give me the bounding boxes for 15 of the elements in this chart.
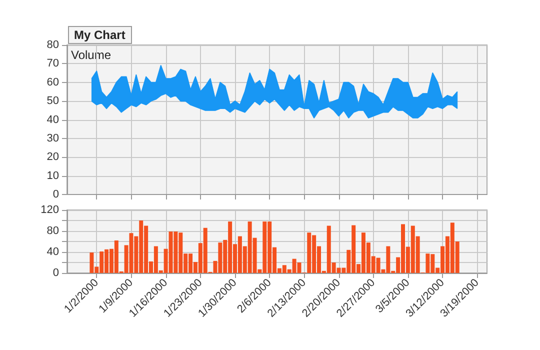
y-tick-label: 10 (46, 170, 59, 182)
y-tick-label: 80 (46, 225, 59, 237)
y-tick-label: 80 (46, 39, 59, 51)
chart-title: My Chart (74, 28, 126, 42)
y-tick-label: 30 (46, 132, 59, 144)
y-tick-label: 0 (52, 267, 59, 279)
annotation: Volume (71, 48, 112, 62)
y-tick-label: 40 (46, 114, 59, 126)
y-tick-label: 50 (46, 95, 59, 108)
y-tick-label: 20 (46, 151, 59, 164)
y-tick-label: 60 (46, 76, 59, 88)
y-tick-label: 120 (40, 204, 59, 216)
y-tick-label: 0 (52, 188, 59, 200)
y-tick-label: 40 (46, 246, 59, 258)
y-tick-label: 70 (46, 58, 59, 70)
